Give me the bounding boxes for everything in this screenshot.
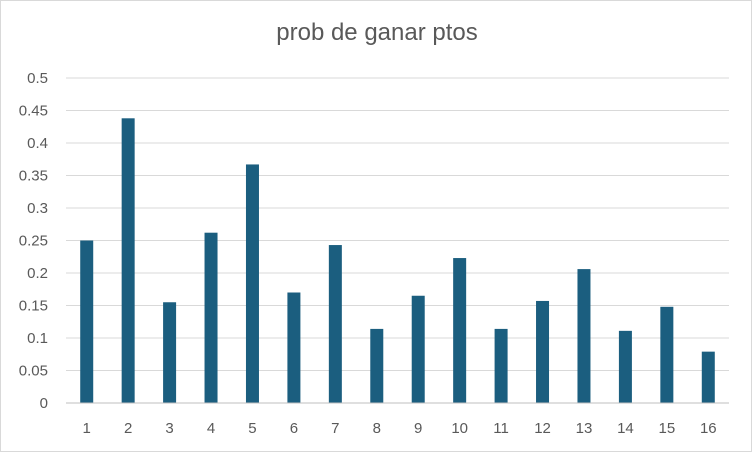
x-axis-tick-labels: 1 2 3 4 5 6 7 8 9 10 11 12 13 14 15 16: [83, 420, 717, 437]
x-tick-label: 8: [373, 420, 381, 437]
x-tick-label: 7: [331, 420, 339, 437]
bar: [121, 118, 135, 404]
bar: [80, 240, 94, 403]
y-tick-label: 0.05: [19, 363, 48, 380]
x-tick-label: 6: [290, 420, 298, 437]
bar: [204, 232, 218, 403]
y-tick-label: 0.5: [27, 70, 48, 87]
y-tick-label: 0.25: [19, 233, 48, 250]
x-tick-label: 5: [248, 420, 256, 437]
bar: [411, 295, 425, 403]
x-tick-label: 14: [617, 420, 634, 437]
y-tick-label: 0: [40, 395, 48, 412]
bar: [577, 269, 591, 403]
bar: [660, 306, 674, 403]
bar: [328, 245, 342, 403]
x-tick-label: 11: [493, 420, 509, 437]
y-tick-label: 0.15: [19, 298, 48, 315]
x-tick-label: 1: [83, 420, 91, 437]
x-tick-label: 4: [207, 420, 215, 437]
y-tick-label: 0.35: [19, 168, 48, 185]
x-tick-label: 10: [451, 420, 468, 437]
y-tick-label: 0.3: [27, 200, 48, 217]
bar: [370, 328, 384, 403]
bar: [701, 351, 715, 403]
y-tick-label: 0.2: [27, 265, 48, 282]
x-tick-label: 13: [576, 420, 593, 437]
x-tick-label: 15: [659, 420, 676, 437]
bar: [494, 328, 508, 403]
x-tick-label: 16: [700, 420, 717, 437]
bar: [245, 164, 259, 403]
bar: [618, 330, 632, 403]
chart-title: prob de ganar ptos: [276, 19, 478, 46]
bars: [80, 118, 715, 404]
y-tick-label: 0.1: [27, 330, 48, 347]
gridlines: [66, 77, 729, 371]
bar: [453, 258, 467, 403]
x-tick-label: 9: [414, 420, 422, 437]
y-tick-label: 0.45: [19, 103, 48, 120]
y-tick-label: 0.4: [27, 135, 48, 152]
x-tick-label: 12: [534, 420, 551, 437]
bar: [536, 300, 550, 403]
x-tick-label: 2: [124, 420, 132, 437]
bar: [287, 292, 301, 403]
y-axis-tick-labels: 0 0.05 0.1 0.15 0.2 0.25 0.3 0.35 0.4 0.45 0.5: [19, 70, 48, 412]
bar: [163, 302, 177, 403]
x-tick-label: 3: [165, 420, 173, 437]
